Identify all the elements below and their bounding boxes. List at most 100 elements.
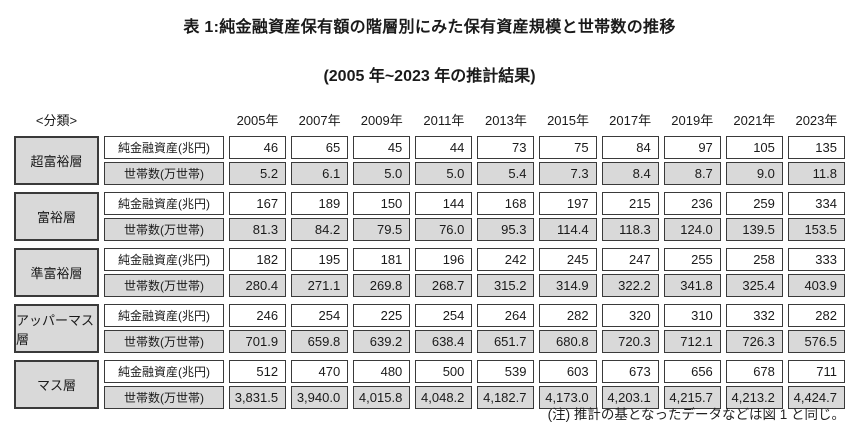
- household-value: 4,215.7: [663, 386, 721, 409]
- row-label-households: 世帯数(万世帯): [104, 330, 224, 353]
- year-header-0: 2005年: [236, 113, 279, 128]
- household-value: 638.4: [415, 330, 473, 353]
- row-label-households: 世帯数(万世帯): [104, 218, 224, 241]
- asset-value: 254: [415, 304, 473, 327]
- household-value: 341.8: [663, 274, 721, 297]
- asset-value: 480: [353, 360, 411, 383]
- year-header-9: 2023年: [795, 113, 838, 128]
- page-title: 表 1:純金融資産保有額の階層別にみた保有資産規模と世帯数の推移: [183, 19, 676, 36]
- household-value: 576.5: [787, 330, 845, 353]
- asset-value: 320: [601, 304, 659, 327]
- row-label-assets: 純金融資産(兆円): [104, 136, 224, 159]
- asset-value: 259: [725, 192, 783, 215]
- asset-value: 75: [539, 136, 597, 159]
- asset-value: 711: [787, 360, 845, 383]
- asset-value: 255: [663, 248, 721, 271]
- asset-table: <分類> 2005年 2007年 2009年 2011年 2013年 2015年 2017年 2…: [0, 109, 859, 409]
- category-cell: アッパーマス層: [14, 304, 99, 353]
- asset-value: 246: [229, 304, 287, 327]
- asset-value: 45: [353, 136, 411, 159]
- household-value: 7.3: [539, 162, 597, 185]
- table-header-row: <分類> 2005年 2007年 2009年 2011年 2013年 2015年 2017年 2…: [14, 109, 845, 129]
- household-value: 271.1: [291, 274, 349, 297]
- asset-value: 150: [353, 192, 411, 215]
- household-value: 712.1: [663, 330, 721, 353]
- household-value: 11.8: [787, 162, 845, 185]
- household-value: 114.4: [539, 218, 597, 241]
- household-value: 280.4: [229, 274, 287, 297]
- tier-group: マス層 純金融資産(兆円) 512 470 480 500 539 603 673 656 678 7…: [14, 360, 845, 409]
- household-value: 4,048.2: [415, 386, 473, 409]
- asset-value: 282: [787, 304, 845, 327]
- household-value: 5.2: [229, 162, 287, 185]
- year-header-4: 2013年: [484, 113, 527, 128]
- household-value: 4,173.0: [539, 386, 597, 409]
- asset-value: 167: [229, 192, 287, 215]
- tier-group: 準富裕層 純金融資産(兆円) 182 195 181 196 242 245 247 255 258…: [14, 248, 845, 297]
- household-value: 4,213.2: [725, 386, 783, 409]
- asset-value: 282: [539, 304, 597, 327]
- asset-value: 332: [725, 304, 783, 327]
- household-value: 9.0: [725, 162, 783, 185]
- household-value: 720.3: [601, 330, 659, 353]
- household-value: 639.2: [353, 330, 411, 353]
- year-header-1: 2007年: [298, 113, 341, 128]
- household-value: 314.9: [539, 274, 597, 297]
- household-value: 268.7: [415, 274, 473, 297]
- asset-value: 105: [725, 136, 783, 159]
- asset-value: 168: [477, 192, 535, 215]
- category-cell: マス層: [14, 360, 99, 409]
- asset-value: 197: [539, 192, 597, 215]
- household-value: 8.7: [663, 162, 721, 185]
- household-value: 4,015.8: [353, 386, 411, 409]
- household-value: 3,831.5: [229, 386, 287, 409]
- household-value: 315.2: [477, 274, 535, 297]
- category-cell: 準富裕層: [14, 248, 99, 297]
- household-value: 403.9: [787, 274, 845, 297]
- row-label-assets: 純金融資産(兆円): [104, 248, 224, 271]
- year-header-6: 2017年: [609, 113, 652, 128]
- classification-header: <分類>: [35, 113, 78, 128]
- asset-value: 144: [415, 192, 473, 215]
- asset-value: 245: [539, 248, 597, 271]
- asset-value: 603: [539, 360, 597, 383]
- year-header-8: 2021年: [733, 113, 776, 128]
- asset-value: 333: [787, 248, 845, 271]
- asset-value: 84: [601, 136, 659, 159]
- household-value: 6.1: [291, 162, 349, 185]
- household-value: 322.2: [601, 274, 659, 297]
- asset-value: 195: [291, 248, 349, 271]
- asset-value: 512: [229, 360, 287, 383]
- tier-group: アッパーマス層 純金融資産(兆円) 246 254 225 254 264 282 320 310…: [14, 304, 845, 353]
- household-value: 84.2: [291, 218, 349, 241]
- asset-value: 539: [477, 360, 535, 383]
- year-header-7: 2019年: [671, 113, 714, 128]
- tier-group: 超富裕層 純金融資産(兆円) 46 65 45 44 73 75 84 97 105 135 世帯数(万…: [14, 136, 845, 185]
- household-value: 139.5: [725, 218, 783, 241]
- household-value: 76.0: [415, 218, 473, 241]
- row-label-households: 世帯数(万世帯): [104, 274, 224, 297]
- household-value: 5.0: [415, 162, 473, 185]
- asset-value: 500: [415, 360, 473, 383]
- year-header-3: 2011年: [423, 113, 465, 128]
- household-value: 4,424.7: [787, 386, 845, 409]
- page-subtitle: (2005 年~2023 年の推計結果): [323, 68, 536, 85]
- household-value: 4,203.1: [601, 386, 659, 409]
- asset-value: 97: [663, 136, 721, 159]
- asset-value: 196: [415, 248, 473, 271]
- household-value: 726.3: [725, 330, 783, 353]
- asset-value: 236: [663, 192, 721, 215]
- asset-value: 678: [725, 360, 783, 383]
- household-value: 651.7: [477, 330, 535, 353]
- asset-value: 189: [291, 192, 349, 215]
- asset-value: 225: [353, 304, 411, 327]
- asset-value: 215: [601, 192, 659, 215]
- asset-value: 242: [477, 248, 535, 271]
- year-header-5: 2015年: [547, 113, 589, 128]
- household-value: 659.8: [291, 330, 349, 353]
- asset-value: 46: [229, 136, 287, 159]
- row-label-assets: 純金融資産(兆円): [104, 304, 224, 327]
- household-value: 153.5: [787, 218, 845, 241]
- asset-value: 135: [787, 136, 845, 159]
